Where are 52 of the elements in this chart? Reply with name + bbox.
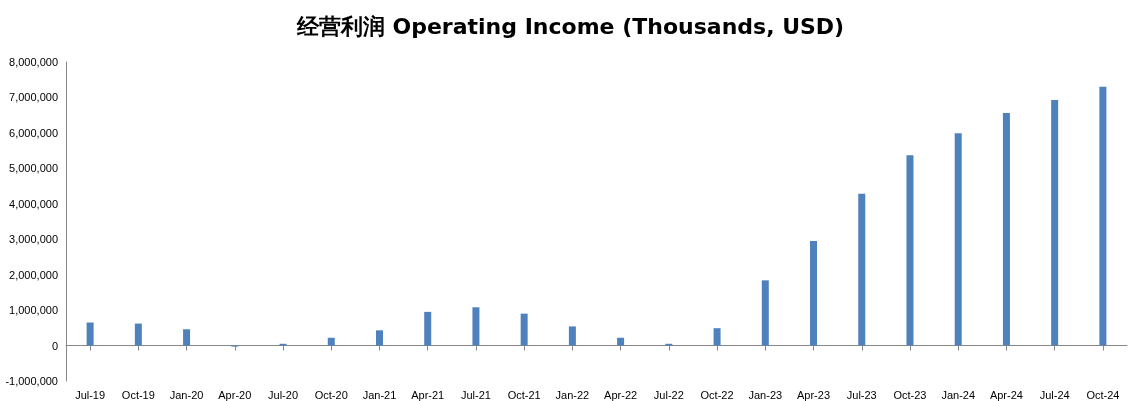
bar: [424, 311, 432, 346]
bar: [617, 337, 625, 346]
bar: [520, 313, 528, 346]
x-tick-label: Jul-19: [75, 388, 106, 401]
bar: [568, 326, 576, 346]
x-tick-label: Jul-22: [653, 388, 684, 401]
bar: [472, 307, 480, 346]
x-tick-label: Jan-21: [362, 388, 397, 401]
y-tick-label: 6,000,000: [9, 126, 58, 139]
x-tick-label: Apr-22: [604, 388, 638, 401]
x-tick-label: Jan-23: [748, 388, 783, 401]
bar: [1002, 113, 1010, 346]
bar: [375, 330, 383, 346]
x-tick-label: Jul-24: [1039, 388, 1070, 401]
y-tick-label: 4,000,000: [9, 197, 58, 210]
y-tick-label: 3,000,000: [9, 233, 58, 246]
bar: [906, 155, 914, 346]
x-tick-label: Apr-24: [989, 388, 1023, 401]
bar: [810, 240, 818, 346]
bar: [761, 280, 769, 346]
x-tick-label: Oct-19: [121, 388, 155, 401]
x-tick-label: Apr-23: [797, 388, 831, 401]
bar: [1099, 86, 1107, 346]
x-tick-label: Oct-23: [893, 388, 927, 401]
x-tick-label: Jul-23: [846, 388, 877, 401]
chart-title: 经营利润 Operating Income (Thousands, USD): [295, 13, 845, 39]
x-tick-label: Jan-24: [941, 388, 976, 401]
y-tick-label: 8,000,000: [9, 56, 58, 68]
x-tick-label: Apr-21: [411, 388, 445, 401]
y-tick-label: 5,000,000: [9, 162, 58, 175]
y-tick-label: 2,000,000: [9, 268, 58, 281]
bar: [1051, 99, 1059, 346]
bar: [954, 133, 962, 346]
bar: [86, 322, 94, 346]
x-tick-label: Oct-20: [314, 388, 348, 401]
bar: [327, 337, 335, 346]
x-tick-label: Jul-21: [460, 388, 491, 401]
x-tick-label: Oct-22: [700, 388, 734, 401]
bar: [713, 328, 721, 346]
x-tick-label: Jul-20: [268, 388, 299, 401]
y-tick-label: 7,000,000: [9, 91, 58, 104]
x-tick-label: Jan-20: [169, 388, 204, 401]
bar: [134, 323, 142, 346]
bar: [183, 329, 191, 346]
x-tick-label: Apr-20: [218, 388, 252, 401]
x-tick-label: Oct-21: [507, 388, 541, 401]
bar: [858, 193, 866, 346]
y-tick-label: 1,000,000: [9, 304, 58, 317]
x-tick-label: Oct-24: [1086, 388, 1120, 401]
x-tick-label: Jan-22: [555, 388, 590, 401]
y-tick-label: -1,000,000: [5, 375, 58, 387]
y-tick-label: 0: [51, 339, 58, 352]
